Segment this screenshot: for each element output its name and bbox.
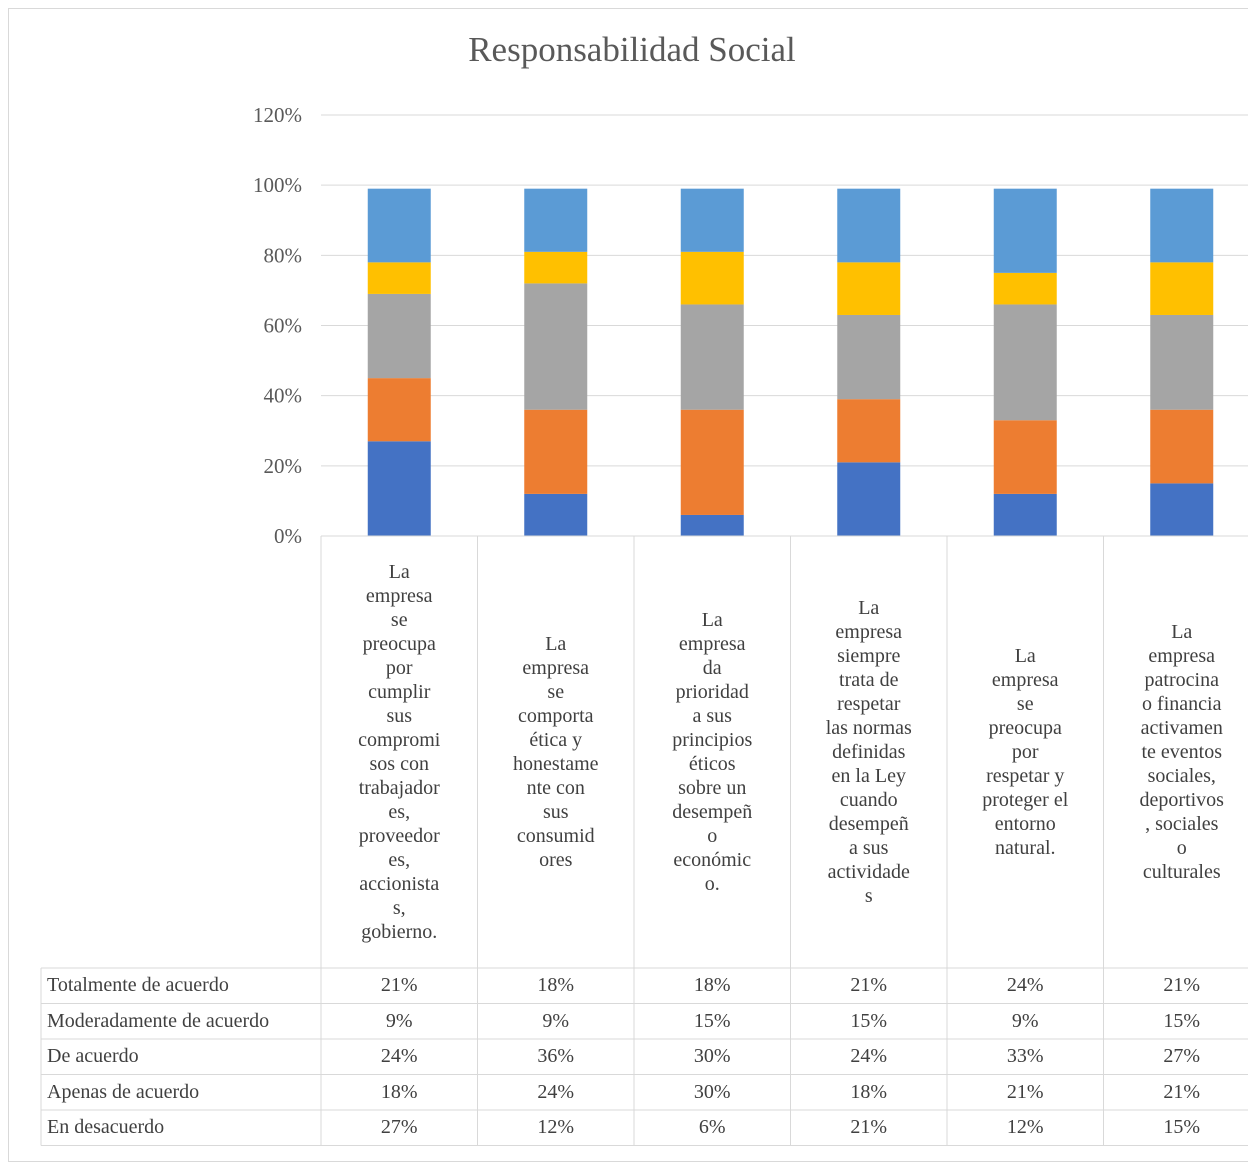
bar-segment <box>680 409 744 515</box>
y-tick-label: 40% <box>264 384 303 408</box>
bar-segment <box>524 251 588 284</box>
bar-segment <box>993 493 1057 536</box>
bar-segment <box>367 188 431 263</box>
y-tick-label: 100% <box>253 173 302 197</box>
bar-segment <box>367 262 431 294</box>
bar-segment <box>524 493 588 536</box>
bar-segment <box>1150 188 1214 263</box>
bar-segment <box>993 304 1057 421</box>
bar-segment <box>680 304 744 410</box>
bar-segment <box>367 441 431 536</box>
bar-segment <box>680 514 744 536</box>
bar-segment <box>524 283 588 410</box>
bar-segment <box>993 272 1057 305</box>
bar-segment <box>524 188 588 252</box>
y-tick-label: 120% <box>253 103 302 127</box>
bar-segment <box>680 188 744 252</box>
bar-segment <box>680 251 744 305</box>
bar-segment <box>1150 314 1214 410</box>
bar-segment <box>367 378 431 442</box>
bar-segment <box>993 420 1057 494</box>
y-tick-label: 20% <box>264 454 303 478</box>
bar-segment <box>1150 409 1214 484</box>
y-tick-label: 0% <box>274 524 302 548</box>
y-tick-label: 60% <box>264 314 303 338</box>
bar-segment <box>837 188 901 263</box>
bar-segment <box>837 462 901 536</box>
bar-segment <box>837 399 901 463</box>
bar-segment <box>837 314 901 400</box>
chart-title: Responsabilidad Social <box>468 30 796 69</box>
bar-segment <box>1150 262 1214 315</box>
bar-segment <box>367 293 431 379</box>
bar-segment <box>993 188 1057 273</box>
y-tick-label: 80% <box>264 243 303 267</box>
chart-frame <box>8 8 1248 1162</box>
bar-segment <box>837 262 901 315</box>
bar-segment <box>524 409 588 494</box>
bar-segment <box>1150 483 1214 536</box>
